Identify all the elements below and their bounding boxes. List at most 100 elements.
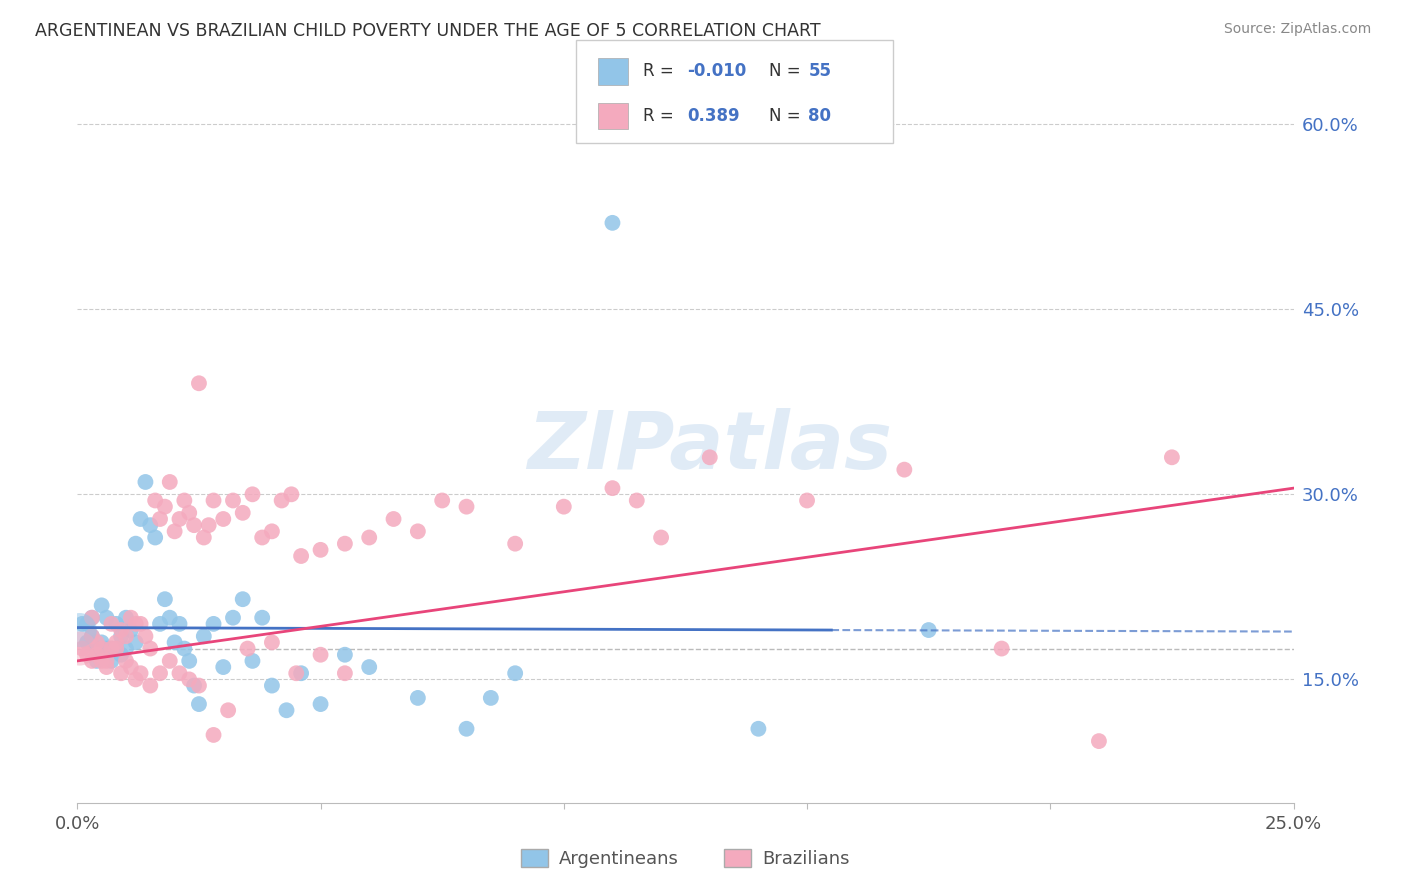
Point [382, 512, 405, 526]
Point [333, 536, 356, 550]
Text: N =: N = [769, 62, 806, 80]
Point [134, 629, 156, 643]
Point [359, 660, 381, 674]
Point [80, 629, 103, 643]
Point [80, 629, 103, 643]
Point [134, 475, 156, 489]
Point [406, 690, 429, 705]
Text: -0.010: -0.010 [688, 62, 747, 80]
Point [76, 648, 98, 662]
Text: ZIPatlas: ZIPatlas [527, 409, 893, 486]
Point [163, 635, 186, 649]
Point [503, 666, 526, 681]
Point [169, 616, 191, 631]
Point [602, 481, 624, 495]
Point [90, 654, 112, 668]
Point [90, 635, 112, 649]
Point [260, 524, 283, 539]
Point [149, 666, 172, 681]
Point [69, 623, 91, 637]
Point [153, 592, 176, 607]
Point [918, 623, 941, 637]
Point [179, 654, 201, 668]
Point [80, 610, 103, 624]
Point [110, 648, 132, 662]
Point [270, 493, 292, 508]
Point [90, 599, 112, 613]
Point [179, 506, 201, 520]
Point [120, 660, 142, 674]
Point [110, 623, 132, 637]
Point [159, 654, 181, 668]
Point [105, 641, 128, 656]
Point [333, 648, 356, 662]
Point [110, 629, 132, 643]
Point [129, 666, 152, 681]
Point [86, 654, 108, 668]
Point [602, 216, 624, 230]
Point [250, 610, 273, 624]
Point [115, 610, 138, 624]
Point [90, 641, 112, 656]
Point [276, 703, 298, 717]
Text: N =: N = [769, 107, 806, 125]
Point [193, 629, 215, 643]
Text: 0.389: 0.389 [688, 107, 740, 125]
Point [76, 616, 98, 631]
Point [96, 654, 118, 668]
Point [197, 518, 219, 533]
Text: R =: R = [643, 62, 679, 80]
Point [242, 654, 264, 668]
Point [699, 450, 721, 465]
Point [290, 549, 312, 563]
Point [129, 512, 152, 526]
Point [120, 610, 142, 624]
Point [159, 475, 181, 489]
Point [86, 641, 108, 656]
Text: ARGENTINEAN VS BRAZILIAN CHILD POVERTY UNDER THE AGE OF 5 CORRELATION CHART: ARGENTINEAN VS BRAZILIAN CHILD POVERTY U… [35, 22, 821, 40]
Point [86, 648, 108, 662]
Point [139, 679, 162, 693]
Point [125, 673, 148, 687]
Point [96, 610, 118, 624]
Point [188, 679, 211, 693]
Point [285, 666, 308, 681]
Point [100, 654, 122, 668]
Point [260, 635, 283, 649]
Point [479, 690, 502, 705]
Point [406, 524, 429, 539]
Point [105, 641, 128, 656]
Point [217, 703, 239, 717]
Point [153, 500, 176, 514]
Point [143, 531, 166, 545]
Point [222, 610, 245, 624]
Point [110, 666, 132, 681]
Point [120, 623, 142, 637]
Point [80, 654, 103, 668]
Point [105, 635, 128, 649]
Point [115, 654, 138, 668]
Point [139, 641, 162, 656]
Point [183, 518, 205, 533]
Text: R =: R = [643, 107, 683, 125]
Point [143, 493, 166, 508]
Point [149, 616, 172, 631]
Point [70, 616, 93, 631]
Point [747, 722, 769, 736]
Point [125, 616, 148, 631]
Point [183, 679, 205, 693]
Point [650, 531, 672, 545]
Point [290, 666, 312, 681]
Point [309, 542, 332, 557]
Point [159, 610, 181, 624]
Point [359, 531, 381, 545]
Point [129, 616, 152, 631]
Point [100, 616, 122, 631]
Point [430, 493, 453, 508]
Point [893, 462, 915, 476]
Point [222, 493, 245, 508]
Point [115, 641, 138, 656]
Point [69, 641, 91, 656]
Point [503, 536, 526, 550]
Point [149, 512, 172, 526]
